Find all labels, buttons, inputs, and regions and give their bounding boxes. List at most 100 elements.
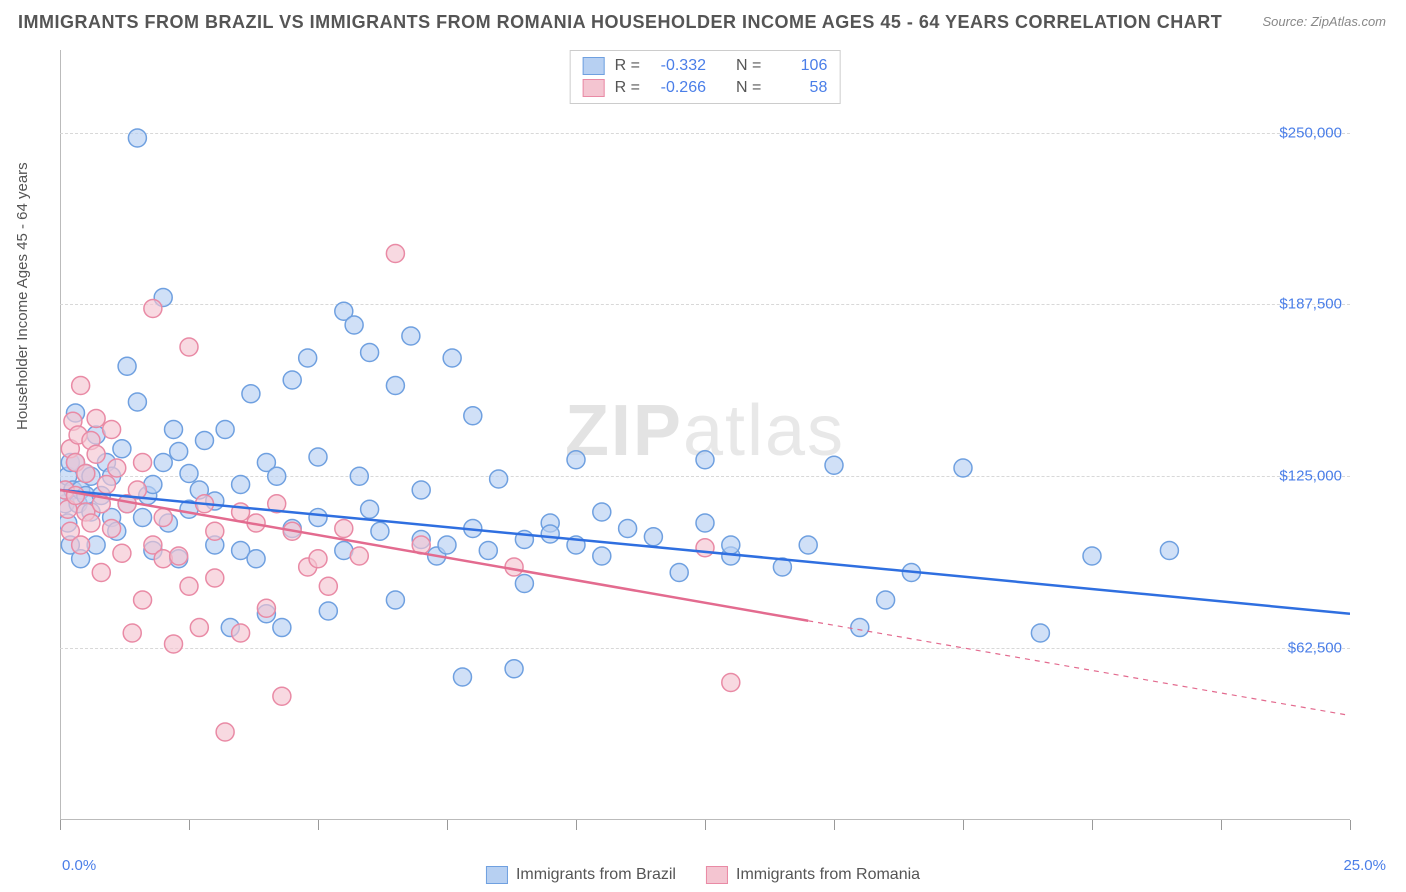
scatter-point — [350, 547, 368, 565]
scatter-point — [190, 619, 208, 637]
x-tick — [705, 820, 706, 830]
scatter-point — [128, 129, 146, 147]
scatter-point — [247, 550, 265, 568]
x-tick — [189, 820, 190, 830]
scatter-point — [257, 599, 275, 617]
scatter-point — [165, 635, 183, 653]
n-value-brazil: 106 — [771, 57, 827, 75]
scatter-point — [541, 525, 559, 543]
scatter-point — [72, 536, 90, 554]
correlation-legend-box: R = -0.332 N = 106 R = -0.266 N = 58 — [570, 50, 841, 104]
scatter-point — [154, 454, 172, 472]
legend-label-brazil: Immigrants from Brazil — [516, 866, 676, 884]
scatter-point — [283, 371, 301, 389]
scatter-point — [1031, 624, 1049, 642]
scatter-point — [361, 500, 379, 518]
scatter-point — [335, 520, 353, 538]
scatter-point — [113, 544, 131, 562]
swatch-romania — [706, 866, 728, 884]
scatter-point — [144, 300, 162, 318]
scatter-point — [954, 459, 972, 477]
legend-item-romania: Immigrants from Romania — [706, 866, 920, 884]
scatter-point — [567, 451, 585, 469]
swatch-brazil — [486, 866, 508, 884]
scatter-point — [92, 564, 110, 582]
scatter-point — [361, 344, 379, 362]
scatter-point — [154, 509, 172, 527]
scatter-point — [195, 432, 213, 450]
scatter-point — [453, 668, 471, 686]
scatter-plot-svg — [60, 50, 1350, 820]
n-label: N = — [736, 57, 761, 75]
scatter-point — [319, 602, 337, 620]
scatter-point — [309, 550, 327, 568]
scatter-point — [593, 547, 611, 565]
scatter-point — [696, 451, 714, 469]
scatter-point — [593, 503, 611, 521]
scatter-point — [118, 357, 136, 375]
scatter-point — [268, 467, 286, 485]
r-value-brazil: -0.332 — [650, 57, 706, 75]
scatter-point — [722, 536, 740, 554]
x-tick — [834, 820, 835, 830]
scatter-point — [1160, 542, 1178, 560]
scatter-point — [619, 520, 637, 538]
scatter-point — [206, 522, 224, 540]
scatter-point — [216, 421, 234, 439]
scatter-point — [1083, 547, 1101, 565]
x-tick — [318, 820, 319, 830]
scatter-point — [505, 660, 523, 678]
scatter-point — [670, 564, 688, 582]
scatter-point — [851, 619, 869, 637]
scatter-point — [242, 385, 260, 403]
scatter-point — [273, 687, 291, 705]
scatter-point — [309, 448, 327, 466]
scatter-point — [412, 481, 430, 499]
scatter-point — [103, 421, 121, 439]
r-label: R = — [615, 79, 640, 97]
legend-label-romania: Immigrants from Romania — [736, 866, 920, 884]
x-axis-max-label: 25.0% — [1343, 857, 1386, 874]
x-tick — [1350, 820, 1351, 830]
scatter-point — [515, 575, 533, 593]
scatter-point — [77, 465, 95, 483]
legend-item-brazil: Immigrants from Brazil — [486, 866, 676, 884]
swatch-romania — [583, 79, 605, 97]
x-tick — [1221, 820, 1222, 830]
scatter-point — [134, 591, 152, 609]
scatter-point — [644, 528, 662, 546]
correlation-row-brazil: R = -0.332 N = 106 — [583, 55, 828, 77]
scatter-point — [386, 377, 404, 395]
scatter-point — [479, 542, 497, 560]
scatter-point — [386, 245, 404, 263]
scatter-point — [273, 619, 291, 637]
scatter-point — [82, 514, 100, 532]
scatter-point — [345, 316, 363, 334]
scatter-point — [165, 421, 183, 439]
scatter-point — [799, 536, 817, 554]
series-legend: Immigrants from Brazil Immigrants from R… — [486, 866, 920, 884]
scatter-point — [170, 443, 188, 461]
scatter-point — [386, 591, 404, 609]
scatter-point — [722, 674, 740, 692]
n-label: N = — [736, 79, 761, 97]
scatter-point — [232, 476, 250, 494]
r-value-romania: -0.266 — [650, 79, 706, 97]
scatter-point — [443, 349, 461, 367]
scatter-point — [350, 467, 368, 485]
scatter-point — [134, 454, 152, 472]
x-tick — [60, 820, 61, 830]
scatter-point — [319, 577, 337, 595]
correlation-row-romania: R = -0.266 N = 58 — [583, 77, 828, 99]
chart-title: IMMIGRANTS FROM BRAZIL VS IMMIGRANTS FRO… — [18, 12, 1222, 33]
scatter-point — [72, 377, 90, 395]
r-label: R = — [615, 57, 640, 75]
scatter-point — [128, 393, 146, 411]
y-axis-label: Householder Income Ages 45 - 64 years — [14, 162, 31, 430]
scatter-point — [696, 539, 714, 557]
trend-line-extrapolated — [808, 621, 1350, 716]
scatter-point — [490, 470, 508, 488]
scatter-point — [299, 349, 317, 367]
scatter-point — [825, 456, 843, 474]
scatter-point — [113, 440, 131, 458]
